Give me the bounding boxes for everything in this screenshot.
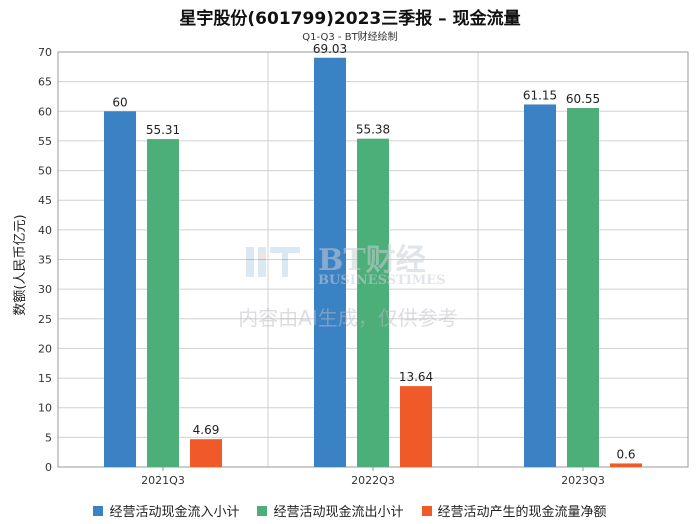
data-label: 55.38 <box>356 123 390 137</box>
legend: 经营活动现金流入小计 经营活动现金流出小计 经营活动产生的现金流量净额 <box>0 501 700 520</box>
data-label: 60.55 <box>566 92 600 106</box>
legend-swatch <box>257 505 268 516</box>
y-tick-label: 30 <box>38 283 52 296</box>
y-tick-label: 35 <box>38 254 52 267</box>
legend-swatch <box>93 505 104 516</box>
bar <box>357 138 389 467</box>
bar <box>314 57 346 468</box>
y-tick-label: 0 <box>45 461 52 474</box>
legend-swatch <box>421 505 432 516</box>
data-labels: 60 69.03 61.15 55.31 55.38 60.55 4.69 13.64 0.6 <box>112 42 635 462</box>
bar <box>567 108 599 468</box>
data-label: 13.64 <box>399 370 433 384</box>
legend-item: 经营活动产生的现金流量净额 <box>421 501 607 520</box>
legend-label: 经营活动现金流出小计 <box>273 505 404 520</box>
legend-label: 经营活动产生的现金流量净额 <box>437 505 607 520</box>
bar <box>190 439 222 467</box>
data-label: 0.6 <box>616 447 635 461</box>
bars <box>104 57 642 468</box>
y-tick-label: 15 <box>38 372 52 385</box>
y-tick-label: 45 <box>38 194 52 207</box>
x-tick-label: 2022Q3 <box>351 474 395 487</box>
y-tick-label: 5 <box>45 431 52 444</box>
bar <box>104 111 136 468</box>
y-tick-label: 10 <box>38 402 52 415</box>
y-axis-label: 数额(人民币亿元) <box>13 214 28 315</box>
chart-title: 星宇股份(601799)2023三季报 – 现金流量 <box>179 9 521 29</box>
bar <box>400 386 432 467</box>
legend-item: 经营活动现金流入小计 <box>93 501 239 520</box>
data-label: 69.03 <box>313 42 347 56</box>
y-tick-label: 65 <box>38 76 52 89</box>
data-label: 60 <box>112 95 127 109</box>
y-tick-label: 25 <box>38 313 52 326</box>
y-tick-label: 40 <box>38 224 52 237</box>
bar <box>524 104 556 467</box>
data-label: 4.69 <box>193 423 220 437</box>
y-tick-label: 50 <box>38 165 52 178</box>
x-tick-label: 2023Q3 <box>561 474 605 487</box>
chart-subtitle: Q1-Q3 - BT财经绘制 <box>302 32 398 43</box>
data-label: 55.31 <box>146 123 180 137</box>
legend-label: 经营活动现金流入小计 <box>109 505 240 520</box>
bar <box>610 463 642 467</box>
bar <box>147 139 179 468</box>
y-tick-label: 70 <box>38 46 52 59</box>
y-tick-label: 60 <box>38 105 52 118</box>
y-tick-label: 55 <box>38 135 52 148</box>
x-tick-label: 2021Q3 <box>141 474 185 487</box>
legend-item: 经营活动现金流出小计 <box>257 501 404 520</box>
y-tick-label: 20 <box>38 342 52 355</box>
data-label: 61.15 <box>523 88 557 102</box>
